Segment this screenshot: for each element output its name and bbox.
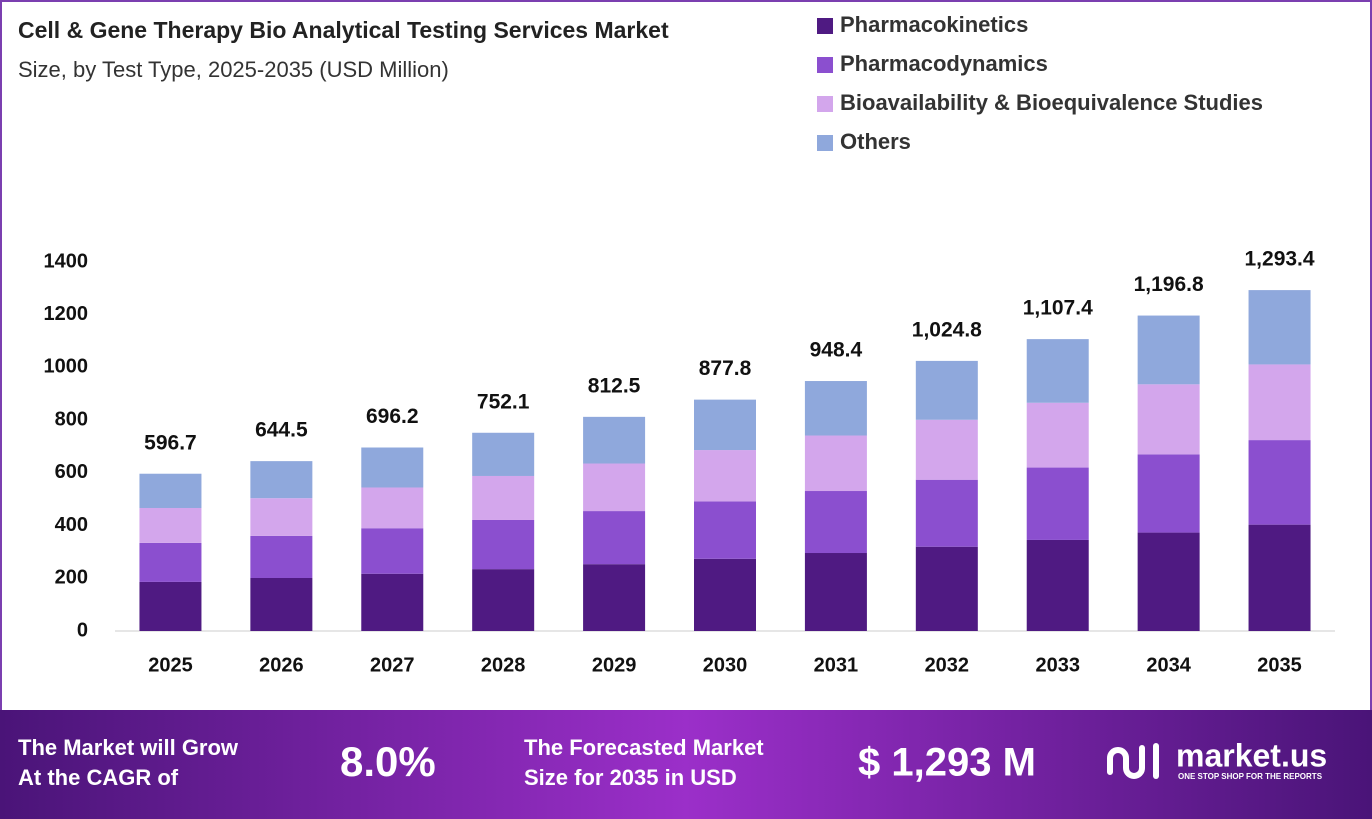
total-label: 877.8 xyxy=(699,357,752,380)
chart-subtitle: Size, by Test Type, 2025-2035 (USD Milli… xyxy=(18,57,449,82)
bar-segment xyxy=(139,542,202,582)
legend-swatch xyxy=(817,57,833,73)
bar-segment xyxy=(1248,364,1311,441)
total-label: 1,107.4 xyxy=(1023,297,1093,320)
bar-segment xyxy=(250,577,313,631)
total-label: 696.2 xyxy=(366,405,419,428)
cagr-value: 8.0% xyxy=(340,738,436,785)
total-label: 596.7 xyxy=(144,431,197,454)
cagr-text: At the CAGR of xyxy=(18,765,179,790)
bar-segment xyxy=(694,450,756,502)
bar-segment xyxy=(1248,290,1311,365)
bar-segment xyxy=(472,475,535,520)
total-label: 948.4 xyxy=(810,339,863,362)
bar-segment xyxy=(804,381,867,436)
x-tick-label: 2028 xyxy=(481,654,526,676)
bar-segment xyxy=(1248,440,1311,525)
legend-label: Others xyxy=(840,129,911,154)
bar-segment xyxy=(583,416,646,464)
bar-segment xyxy=(694,558,756,631)
bar-segment xyxy=(1137,454,1200,533)
bar-segment xyxy=(139,473,202,508)
x-tick-label: 2030 xyxy=(703,654,748,676)
y-tick-label: 0 xyxy=(77,619,88,641)
bar-segment xyxy=(472,432,535,476)
total-label: 1,196.8 xyxy=(1134,273,1204,296)
bar-segment xyxy=(1026,539,1089,631)
y-tick-label: 600 xyxy=(55,461,88,483)
bar-segment xyxy=(250,461,313,499)
bar-segment xyxy=(361,447,424,488)
bar-segment xyxy=(915,479,978,547)
bar-segment xyxy=(1026,339,1089,403)
legend-label: Pharmacodynamics xyxy=(840,51,1048,76)
bar-segment xyxy=(1137,532,1200,631)
x-tick-label: 2025 xyxy=(148,654,193,676)
bar-segment xyxy=(583,463,646,512)
bar-segment xyxy=(915,419,978,480)
bar-segment xyxy=(1137,315,1200,385)
y-tick-label: 400 xyxy=(55,514,88,536)
total-label: 752.1 xyxy=(477,390,530,413)
legend-swatch xyxy=(817,135,833,151)
bar-segment xyxy=(1026,467,1089,540)
x-tick-label: 2027 xyxy=(370,654,415,676)
y-tick-label: 800 xyxy=(55,408,88,430)
brand-logo xyxy=(1107,743,1159,779)
bar-segment xyxy=(139,581,202,631)
legend-label: Pharmacokinetics xyxy=(840,12,1028,37)
total-label: 1,024.8 xyxy=(912,318,982,341)
forecast-value: $ 1,293 M xyxy=(858,741,1036,785)
forecast-text: Size for 2035 in USD xyxy=(524,765,737,790)
x-tick-label: 2035 xyxy=(1257,654,1302,676)
y-tick-label: 200 xyxy=(55,567,88,589)
bar-segment xyxy=(583,564,646,631)
bar-segment xyxy=(804,435,867,492)
bar-segment xyxy=(250,498,313,536)
bar-segment xyxy=(804,491,867,554)
bar-segment xyxy=(804,553,867,631)
tagline: ONE STOP SHOP FOR THE REPORTS xyxy=(1178,772,1323,781)
legend-swatch xyxy=(817,96,833,112)
forecast-text: The Forecasted Market xyxy=(524,735,764,760)
x-tick-label: 2026 xyxy=(259,654,304,676)
legend-label: Bioavailability & Bioequivalence Studies xyxy=(840,90,1263,115)
bar-segment xyxy=(472,569,535,631)
x-tick-label: 2033 xyxy=(1035,654,1080,676)
bar-segment xyxy=(472,519,535,570)
legend-swatch xyxy=(817,18,833,34)
bar-segment xyxy=(583,511,646,565)
brand: market.us xyxy=(1176,737,1327,773)
bar-segment xyxy=(1026,402,1089,468)
bar-segment xyxy=(915,546,978,631)
bar-segment xyxy=(694,399,756,451)
x-tick-label: 2034 xyxy=(1146,654,1191,676)
bar-segment xyxy=(139,507,202,543)
x-tick-label: 2032 xyxy=(925,654,970,676)
x-tick-label: 2029 xyxy=(592,654,637,676)
y-tick-label: 1000 xyxy=(44,356,89,378)
x-tick-label: 2031 xyxy=(814,654,859,676)
y-tick-label: 1400 xyxy=(44,250,89,272)
cagr-text: The Market will Grow xyxy=(18,735,239,760)
bar-segment xyxy=(915,360,978,420)
bar-segment xyxy=(1137,384,1200,455)
bar-segment xyxy=(250,535,313,578)
bar-segment xyxy=(361,528,424,574)
bar-segment xyxy=(361,573,424,631)
total-label: 812.5 xyxy=(588,374,641,397)
chart-title: Cell & Gene Therapy Bio Analytical Testi… xyxy=(18,17,669,43)
y-tick-label: 1200 xyxy=(44,303,89,325)
total-label: 1,293.4 xyxy=(1245,248,1315,271)
bar-segment xyxy=(361,487,424,529)
total-label: 644.5 xyxy=(255,419,308,442)
bar-segment xyxy=(1248,524,1311,631)
bar-segment xyxy=(694,501,756,559)
